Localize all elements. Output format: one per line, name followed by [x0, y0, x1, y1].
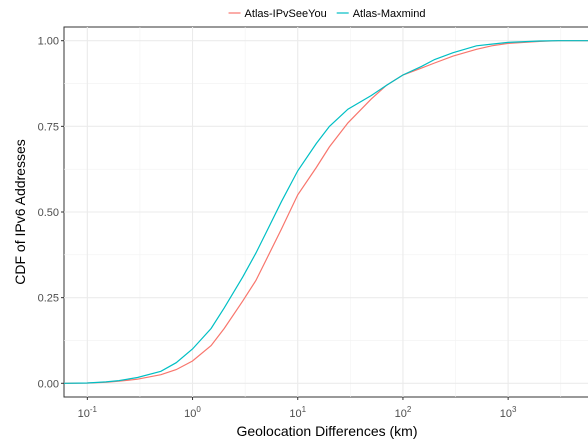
y-tick-label: 0.75 [38, 121, 59, 133]
legend-label: Atlas-Maxmind [353, 8, 426, 20]
x-tick-label: 101 [289, 405, 306, 420]
y-tick-label: 0.00 [38, 378, 59, 390]
series-line [63, 40, 588, 384]
x-tick-label: 10-1 [78, 405, 98, 420]
series-line [63, 40, 588, 384]
grid [64, 27, 588, 397]
y-axis-title: CDF of IPv6 Addresses [12, 139, 28, 285]
axes: 0.00 0.25 0.50 0.75 1.00 10-1 100 101 102 103 [38, 36, 517, 420]
legend-label: Atlas-IPvSeeYou [245, 8, 327, 20]
legend: Atlas-IPvSeeYou Atlas-Maxmind [228, 8, 426, 20]
x-tick-label: 100 [184, 405, 201, 420]
y-tick-label: 0.50 [38, 207, 59, 219]
x-tick-label: 102 [395, 405, 412, 420]
series-lines [63, 40, 588, 384]
y-tick-label: 1.00 [38, 36, 59, 48]
x-tick-label: 103 [500, 405, 517, 420]
x-axis-title: Geolocation Differences (km) [236, 423, 417, 439]
y-tick-label: 0.25 [38, 293, 59, 305]
